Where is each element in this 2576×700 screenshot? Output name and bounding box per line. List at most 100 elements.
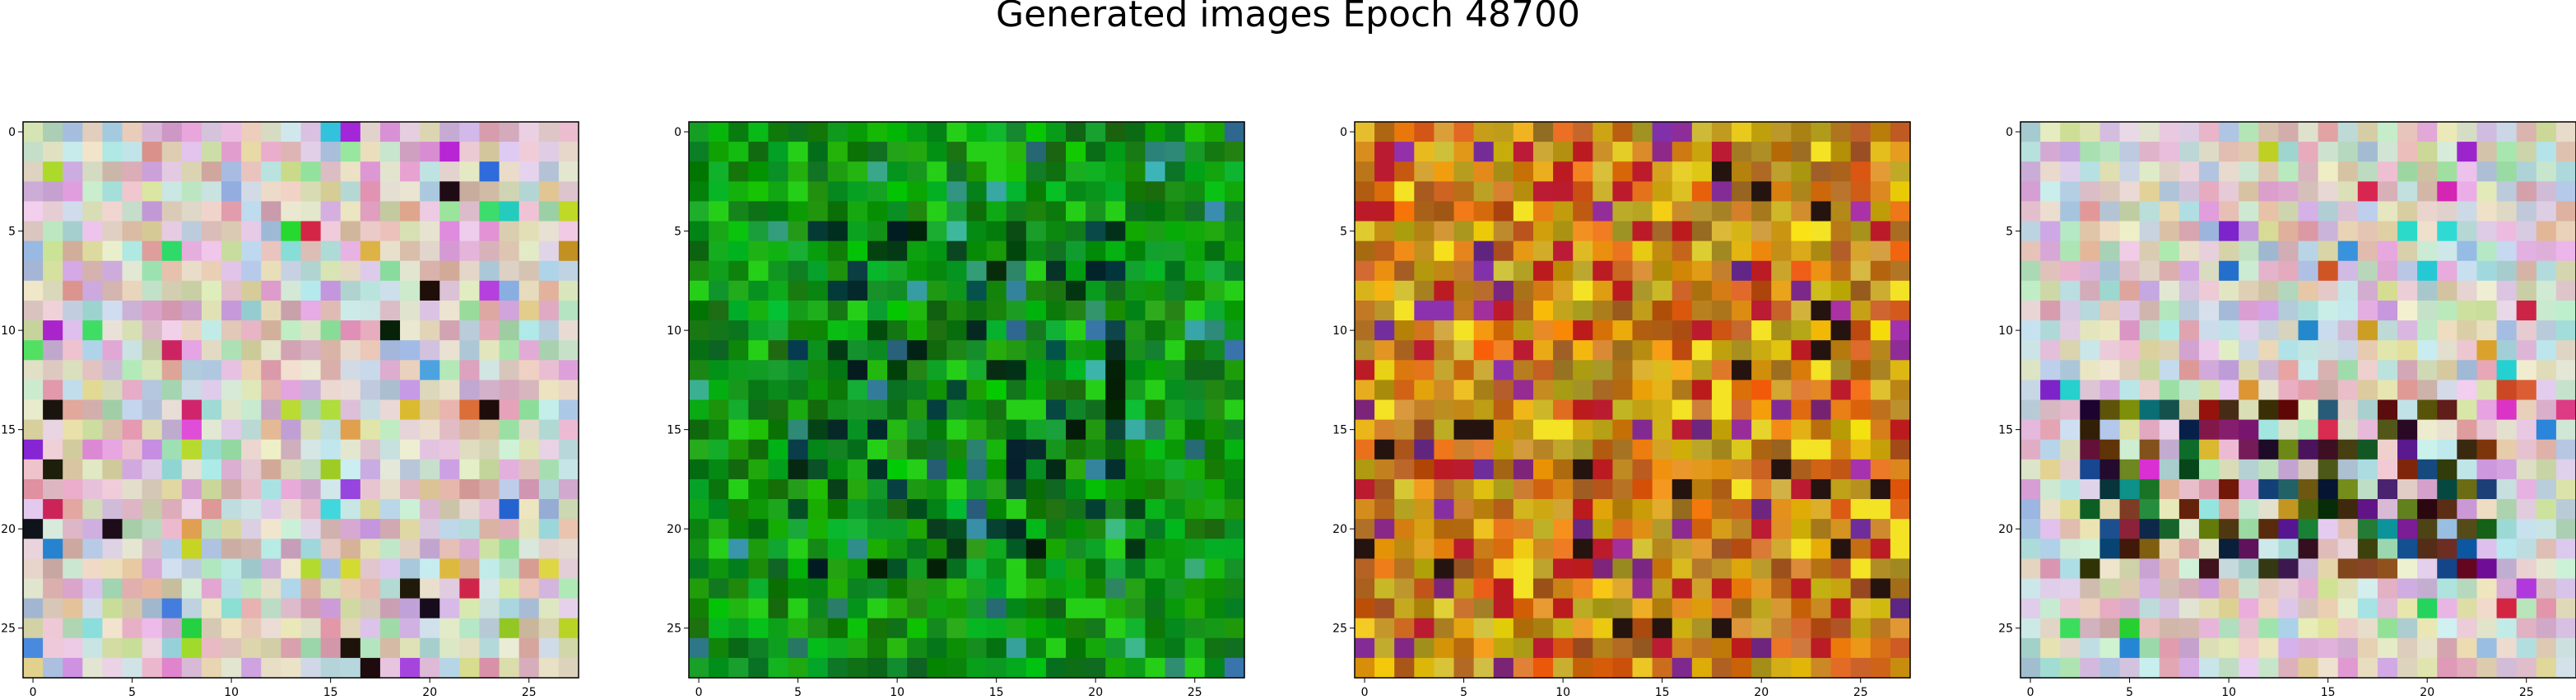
pixel-cell [2258, 598, 2279, 619]
pixel-cell [2318, 539, 2339, 559]
pixel-cell [2457, 657, 2478, 679]
pixel-cell [2298, 499, 2319, 520]
pixel-cell [2417, 300, 2438, 321]
pixel-cell [2555, 320, 2576, 341]
pixel-cell [379, 637, 401, 659]
pixel-cell [2397, 340, 2418, 361]
pixel-cell [966, 340, 988, 361]
pixel-cell [1145, 419, 1166, 441]
pixel-cell [2476, 598, 2498, 619]
pixel-cell [2318, 618, 2339, 639]
pixel-cell [986, 637, 1007, 659]
pixel-cell [1672, 280, 1693, 301]
pixel-cell [2278, 439, 2299, 460]
pixel-cell [946, 499, 968, 520]
pixel-cell [2536, 419, 2557, 441]
pixel-cell [2357, 221, 2378, 242]
pixel-cell [2278, 558, 2299, 580]
pixel-cell [2417, 340, 2438, 361]
pixel-cell [1453, 181, 1475, 203]
pixel-cell [1732, 499, 1752, 520]
pixel-cell [1394, 459, 1415, 480]
pixel-cell [2258, 260, 2279, 282]
pixel-cell [2219, 122, 2239, 142]
pixel-cell [1145, 657, 1166, 679]
pixel-cell [1165, 300, 1186, 321]
pixel-cell [1105, 181, 1126, 203]
pixel-cell [867, 280, 888, 301]
pixel-cell [2298, 260, 2319, 282]
pixel-cell [2178, 181, 2200, 203]
pixel-cell [538, 260, 560, 282]
x-tick-label: 5 [1460, 686, 1467, 699]
pixel-cell [1513, 637, 1534, 659]
pixel-cell [1025, 161, 1047, 182]
pixel-cell [1045, 578, 1067, 600]
pixel-cell [2357, 478, 2378, 500]
pixel-cell [538, 380, 560, 401]
pixel-cell [1473, 558, 1495, 580]
pixel-cell [986, 161, 1007, 182]
pixel-cell [907, 459, 928, 480]
pixel-cell [2040, 419, 2061, 441]
pixel-cell [1593, 399, 1613, 421]
pixel-cell [2178, 240, 2200, 262]
pixel-cell [2516, 360, 2537, 380]
pixel-cell [1553, 181, 1574, 203]
pixel-cell [1691, 161, 1713, 182]
pixel-cell [1355, 459, 1375, 480]
pixel-cell [1165, 340, 1186, 361]
pixel-cell [1890, 499, 1911, 520]
pixel-cell [439, 181, 460, 203]
pixel-cell [420, 657, 440, 679]
pixel-cell [1751, 122, 1772, 142]
pixel-cell [827, 260, 849, 282]
pixel-cell [2099, 399, 2121, 421]
pixel-cell [1453, 478, 1475, 500]
pixel-cell [142, 657, 163, 679]
pixel-cell [300, 300, 322, 321]
pixel-cell [2178, 380, 2200, 401]
pixel-cell [241, 142, 262, 162]
pixel-cell [23, 539, 44, 559]
pixel-cell [1732, 380, 1752, 401]
pixel-cell [1165, 618, 1186, 639]
pixel-cell [986, 519, 1007, 539]
pixel-cell [788, 519, 809, 539]
pixel-cell [300, 320, 322, 341]
pixel-cell [2239, 539, 2259, 559]
pixel-cell [2080, 201, 2101, 222]
pixel-cell [201, 419, 222, 441]
pixel-cell [2219, 300, 2239, 321]
pixel-cell [201, 637, 222, 659]
pixel-cell [1105, 539, 1126, 559]
pixel-cell [558, 399, 579, 421]
pixel-cell [907, 419, 928, 441]
pixel-cell [2536, 478, 2557, 500]
pixel-cell [1204, 657, 1225, 679]
pixel-cell [221, 657, 242, 679]
pixel-cell [400, 399, 421, 421]
pixel-cell [2239, 499, 2259, 520]
pixel-cell [161, 380, 183, 401]
pixel-cell [241, 260, 262, 282]
pixel-cell [2159, 618, 2180, 639]
pixel-cell [2040, 340, 2061, 361]
pixel-cell [479, 240, 500, 262]
pixel-cell [2397, 519, 2418, 539]
pixel-cell [2178, 637, 2200, 659]
pixel-cell [43, 122, 63, 142]
pixel-cell [768, 519, 789, 539]
pixel-cell [63, 419, 83, 441]
pixel-cell [1224, 221, 1245, 242]
pixel-cell [340, 637, 361, 659]
pixel-cell [1453, 439, 1475, 460]
pixel-cell [966, 637, 988, 659]
pixel-cell [1355, 419, 1375, 441]
pixel-cell [2298, 380, 2319, 401]
pixel-cell [23, 578, 44, 600]
pixel-cell [1811, 181, 1832, 203]
pixel-cell [1473, 637, 1495, 659]
pixel-cell [1394, 419, 1415, 441]
pixel-cell [966, 459, 988, 480]
